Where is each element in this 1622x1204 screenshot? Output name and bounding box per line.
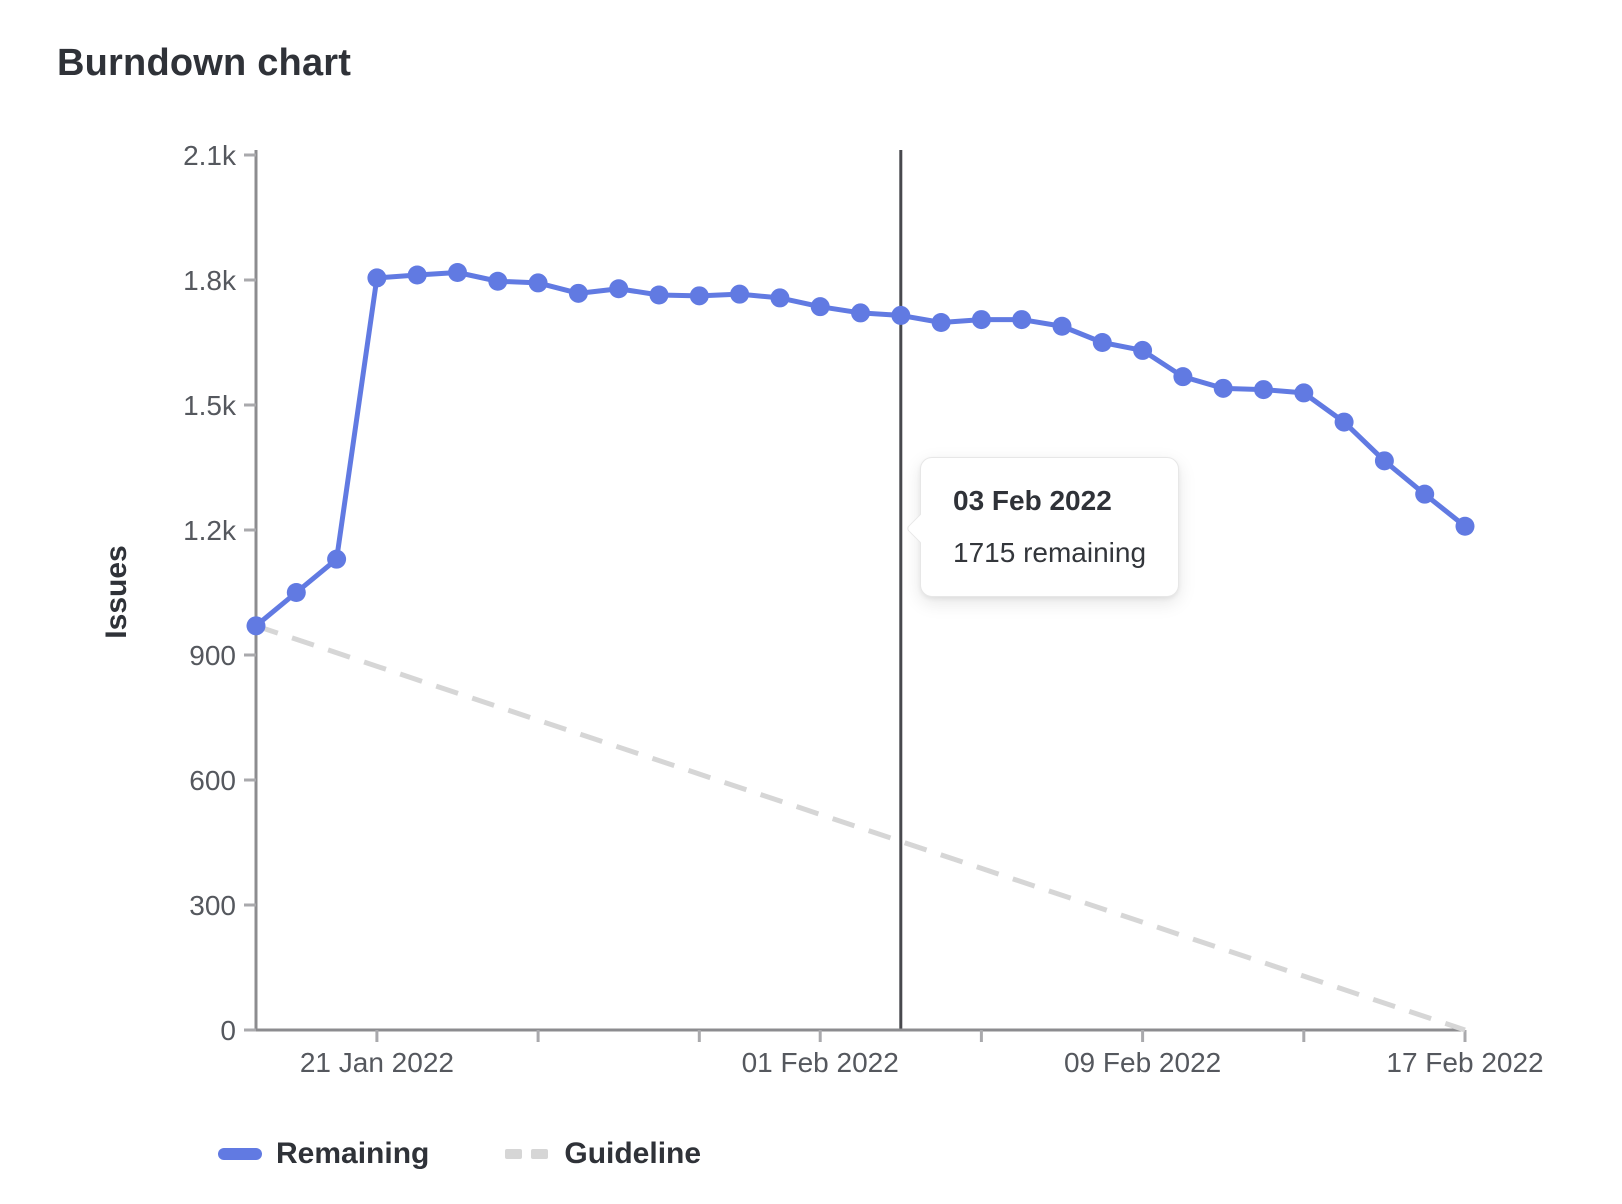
data-point[interactable] [286, 583, 306, 602]
data-point[interactable] [1092, 333, 1112, 352]
legend-label-guideline: Guideline [564, 1137, 702, 1170]
y-tick-label: 900 [189, 640, 236, 671]
y-tick-label: 600 [189, 765, 236, 796]
data-point[interactable] [971, 310, 991, 330]
data-point[interactable] [1334, 412, 1354, 432]
data-point[interactable] [689, 286, 709, 306]
data-point[interactable] [1294, 383, 1314, 403]
data-point[interactable] [568, 283, 588, 303]
data-point[interactable] [649, 285, 669, 305]
data-point[interactable] [1254, 380, 1273, 400]
data-point[interactable] [488, 271, 508, 291]
data-point[interactable] [246, 616, 266, 636]
x-tick-label: 01 Feb 2022 [742, 1047, 899, 1078]
data-point[interactable] [367, 268, 387, 288]
y-tick-label: 0 [220, 1015, 236, 1046]
data-point[interactable] [1374, 451, 1394, 471]
y-tick-label: 1.5k [183, 390, 237, 421]
chart-tooltip: 03 Feb 2022 1715 remaining [905, 457, 1180, 597]
data-point[interactable] [891, 305, 911, 325]
data-point[interactable] [1133, 340, 1153, 360]
y-tick-label: 2.1k [183, 140, 237, 171]
x-tick-label: 17 Feb 2022 [1386, 1047, 1543, 1078]
data-point[interactable] [448, 263, 467, 282]
data-point[interactable] [851, 303, 870, 323]
data-point[interactable] [1012, 310, 1032, 330]
data-point[interactable] [1415, 484, 1435, 504]
data-point[interactable] [730, 284, 750, 304]
data-point[interactable] [1052, 316, 1072, 336]
page-title: Burndown chart [57, 42, 352, 84]
guideline-swatch-icon [505, 1149, 549, 1159]
data-point[interactable] [931, 313, 951, 332]
legend-label-remaining: Remaining [276, 1137, 430, 1170]
legend-item-remaining[interactable]: Remaining [218, 1136, 429, 1172]
tooltip-date: 03 Feb 2022 [953, 485, 1112, 516]
data-point[interactable] [528, 273, 548, 293]
y-tick-label: 300 [189, 890, 236, 921]
chart-legend: Remaining Guideline [218, 1136, 701, 1172]
data-point[interactable] [770, 288, 790, 308]
remaining-series [253, 270, 1468, 629]
data-point[interactable] [327, 549, 347, 569]
data-point[interactable] [810, 297, 830, 317]
x-tick-label: 21 Jan 2022 [300, 1047, 454, 1078]
data-point[interactable] [1173, 367, 1193, 387]
y-tick-label: 1.2k [183, 515, 237, 546]
data-point[interactable] [407, 265, 427, 285]
data-point[interactable] [1213, 378, 1233, 398]
data-point[interactable] [1455, 516, 1475, 536]
y-tick-label: 1.8k [183, 265, 237, 296]
guideline-series [255, 623, 1466, 1033]
data-point[interactable] [609, 279, 629, 299]
remaining-swatch-icon [218, 1148, 262, 1160]
x-tick-label: 09 Feb 2022 [1064, 1047, 1221, 1078]
legend-item-guideline[interactable]: Guideline [505, 1136, 701, 1172]
tooltip-value: 1715 remaining [953, 537, 1147, 568]
